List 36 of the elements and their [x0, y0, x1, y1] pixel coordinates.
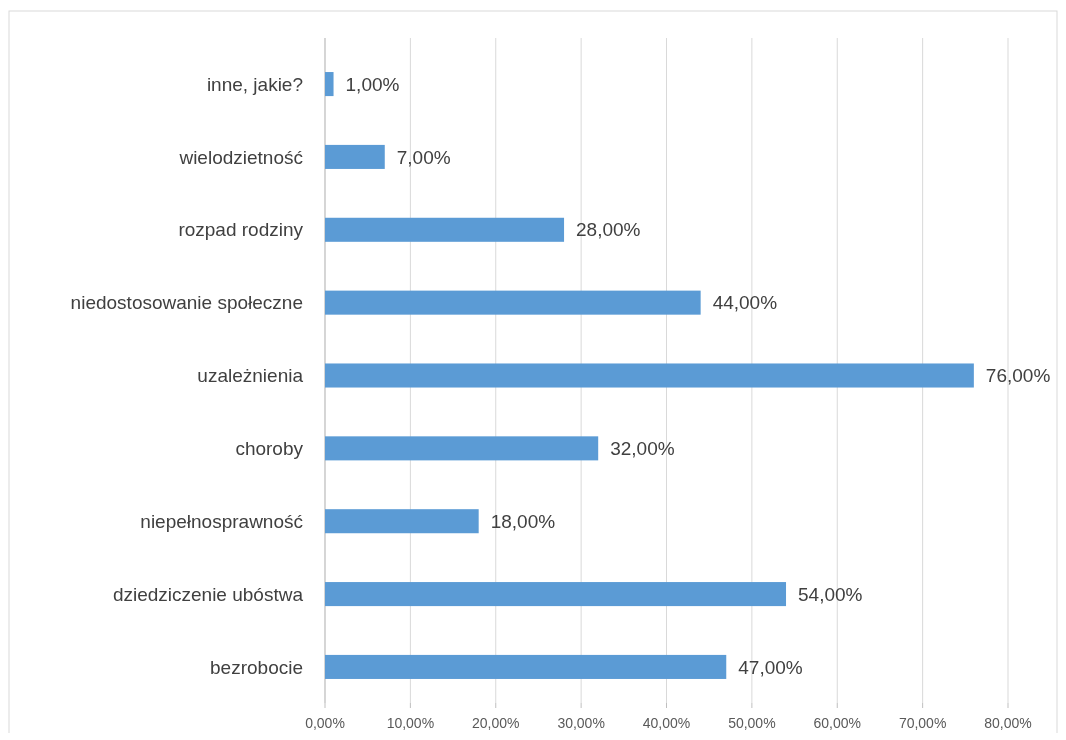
x-tick-label: 30,00% [557, 715, 605, 731]
bar [325, 72, 334, 97]
x-tick-label: 50,00% [728, 715, 776, 731]
data-label: 47,00% [738, 656, 803, 678]
y-tick-label: niepełnosprawność [140, 510, 303, 532]
y-tick-label: dziedziczenie ubóstwa [112, 583, 304, 605]
data-label: 7,00% [396, 146, 451, 168]
bar [325, 144, 385, 169]
data-label: 32,00% [610, 438, 675, 460]
bar [325, 582, 787, 607]
y-tick-label: rozpad rodziny [178, 219, 304, 241]
data-label: 54,00% [798, 583, 863, 605]
data-label: 76,00% [985, 365, 1051, 387]
y-tick-label: inne, jakie? [206, 73, 303, 95]
x-tick-label: 70,00% [898, 715, 947, 731]
x-tick-label: 40,00% [642, 715, 691, 731]
bar [325, 290, 701, 315]
data-label: 1,00% [345, 73, 400, 95]
bar [325, 436, 599, 461]
data-label: 28,00% [576, 219, 641, 241]
bar [325, 654, 727, 679]
y-tick-label: niedostosowanie społeczne [70, 292, 303, 314]
bar [325, 217, 565, 242]
x-tick-label: 60,00% [813, 715, 861, 731]
x-tick-label: 10,00% [386, 715, 435, 731]
x-tick-label: 80,00% [984, 715, 1032, 731]
y-tick-label: bezrobocie [210, 656, 303, 678]
bar [325, 363, 974, 388]
y-tick-label: choroby [235, 438, 304, 460]
y-tick-label: wielodzietność [178, 146, 303, 168]
y-tick-label: uzależnienia [197, 365, 304, 387]
bar [325, 509, 479, 534]
data-label: 44,00% [712, 292, 778, 314]
x-tick-label: 20,00% [472, 715, 520, 731]
data-label: 18,00% [490, 510, 556, 532]
x-tick-label: 0,00% [305, 715, 345, 731]
